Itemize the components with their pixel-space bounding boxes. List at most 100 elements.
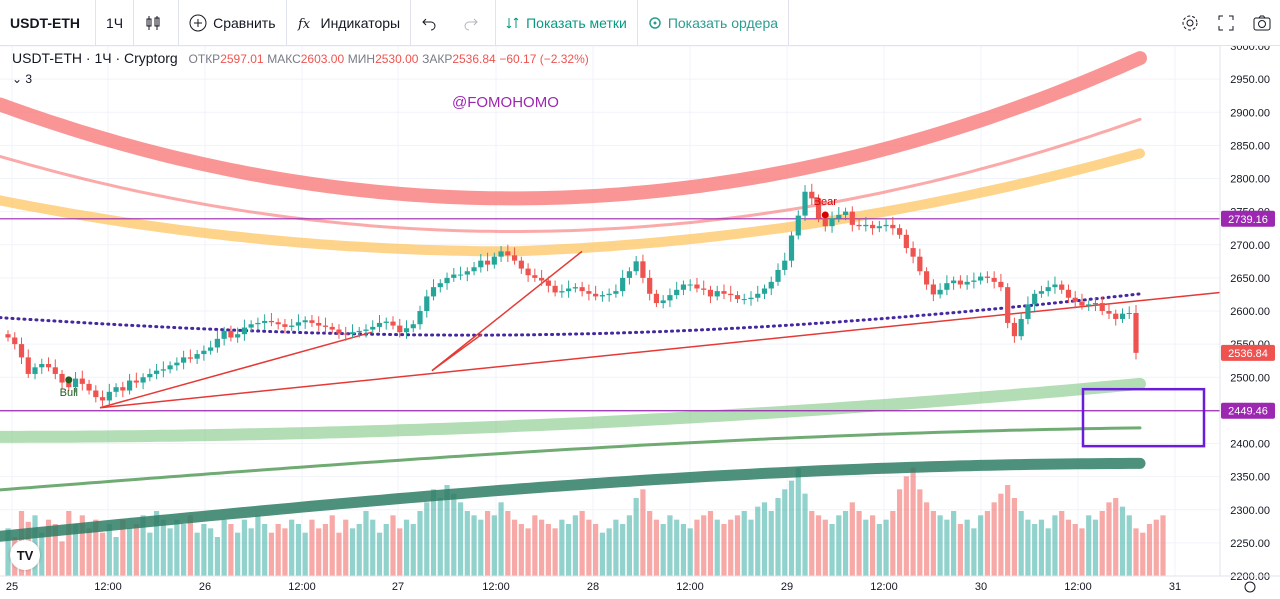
- change-value: −60.17 (−2.32%): [499, 52, 589, 66]
- candle-body: [728, 293, 734, 296]
- volume-bar: [876, 524, 882, 576]
- volume-bar: [79, 515, 85, 576]
- volume-bar: [363, 511, 369, 576]
- level-price-badge: 2449.46: [1228, 406, 1268, 418]
- indicators-collapse-toggle[interactable]: ⌄ 3: [12, 72, 32, 86]
- volume-bar: [701, 515, 707, 576]
- candle-body: [484, 260, 491, 265]
- candle-body: [667, 295, 673, 301]
- volume-bar: [397, 528, 403, 576]
- volume-bar: [5, 528, 11, 576]
- volume-bar: [457, 502, 464, 576]
- volume-bar: [1140, 532, 1146, 576]
- volume-bar: [964, 519, 970, 576]
- volume-bar: [52, 524, 58, 576]
- volume-bar: [1126, 515, 1132, 576]
- price-chart[interactable]: Bull Bear 2200.00 2250.00 2300.00 2350.00 2400…: [0, 46, 1280, 599]
- interval-button[interactable]: 1Ч: [96, 0, 135, 46]
- volume-bar: [836, 515, 842, 576]
- volume-bar: [201, 524, 207, 576]
- show-orders-label: Показать ордера: [667, 14, 779, 31]
- volume-bar: [1160, 515, 1166, 576]
- volume-bar: [349, 528, 356, 576]
- candle-body: [620, 277, 626, 292]
- volume-bar: [1072, 524, 1078, 576]
- volume-bar: [86, 528, 92, 576]
- symbol-search[interactable]: USDT-ETH: [0, 0, 96, 46]
- volume-bar: [545, 524, 551, 576]
- time-tick-label: 30: [975, 581, 987, 593]
- candle-body: [856, 224, 862, 227]
- volume-bar: [552, 528, 558, 576]
- volume-bar: [849, 502, 855, 576]
- volume-bar: [741, 511, 747, 576]
- candle-body: [221, 330, 227, 339]
- candle-body: [32, 367, 38, 374]
- candle-body: [566, 288, 572, 292]
- trend-line: [99, 331, 373, 409]
- tradingview-logo[interactable]: TV: [10, 540, 40, 570]
- volume-bar: [99, 532, 106, 576]
- chart-type-button[interactable]: [134, 0, 180, 46]
- candle-body: [228, 330, 234, 338]
- redo-button[interactable]: [453, 0, 497, 46]
- volume-bar: [1045, 528, 1051, 576]
- volume-bar: [383, 524, 389, 576]
- low-label: МИН: [347, 52, 376, 66]
- candle-body: [194, 354, 200, 359]
- candle-body: [356, 330, 362, 333]
- candle-body: [86, 383, 92, 391]
- compare-button[interactable]: Сравнить: [179, 0, 287, 46]
- candle-body: [1059, 284, 1065, 290]
- candle-body: [829, 218, 835, 227]
- volume-bar: [802, 493, 808, 576]
- show-orders-button[interactable]: Показать ордера: [638, 0, 790, 46]
- volume-bar: [417, 511, 423, 576]
- time-tick-label: 12:00: [676, 581, 704, 593]
- level-price-badge: 2739.16: [1228, 214, 1268, 226]
- volume-bar: [822, 519, 828, 576]
- volume-bar: [606, 528, 612, 576]
- candle-body: [991, 277, 997, 282]
- indicators-button[interactable]: fx Индикаторы: [287, 0, 412, 46]
- volume-bar: [478, 519, 484, 576]
- screenshot-button[interactable]: [1244, 0, 1280, 46]
- indicators-label: Индикаторы: [320, 14, 401, 31]
- volume-bar: [262, 524, 268, 576]
- candle-body: [680, 284, 687, 290]
- settings-button[interactable]: [1172, 0, 1208, 46]
- candle-body: [579, 287, 585, 292]
- chevron-down-icon: ⌄: [12, 72, 23, 86]
- legend-symbol: USDT-ETH · 1Ч · Cryptorg: [12, 50, 178, 66]
- candle-body: [660, 300, 666, 304]
- candle-body: [809, 191, 815, 199]
- candle-body: [937, 289, 943, 295]
- undo-button[interactable]: [411, 0, 453, 46]
- candle-body: [322, 325, 329, 327]
- volume-bar: [991, 502, 997, 576]
- volume-bar: [593, 524, 599, 576]
- volume-bar: [559, 519, 565, 576]
- show-marks-button[interactable]: Показать метки: [496, 0, 638, 46]
- candle-body: [1065, 289, 1072, 298]
- volume-bar: [761, 502, 768, 576]
- candle-body: [586, 291, 592, 294]
- volume-bar: [174, 519, 180, 576]
- candle-body: [626, 271, 633, 278]
- price-tick-label: 2850.00: [1230, 140, 1270, 152]
- candle-body: [734, 295, 741, 300]
- candle-body: [241, 327, 248, 335]
- candle-body: [545, 280, 551, 286]
- signal-label: Bear: [814, 196, 838, 208]
- volume-bar: [694, 519, 700, 576]
- volume-bar: [755, 506, 761, 576]
- volume-bar: [525, 528, 531, 576]
- volume-bar: [633, 498, 639, 576]
- candle-body: [883, 224, 889, 227]
- fullscreen-button[interactable]: [1208, 0, 1244, 46]
- volume-bar: [660, 524, 666, 576]
- chart-legend: USDT-ETH · 1Ч · Cryptorg ОТКР2597.01 МАК…: [12, 50, 589, 66]
- volume-bar: [829, 524, 835, 576]
- candle-body: [795, 215, 801, 236]
- candle-body: [1025, 304, 1031, 319]
